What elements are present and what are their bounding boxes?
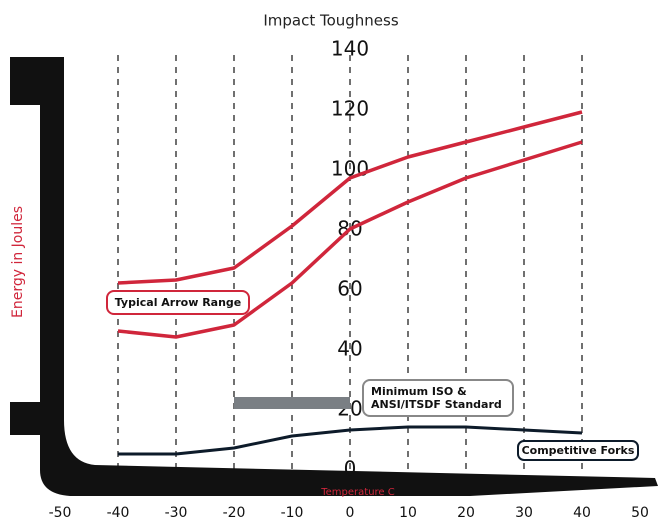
x-tick-label: -10 (281, 505, 304, 521)
chart-title: Impact Toughness (263, 12, 399, 30)
y-tick-label: 140 (331, 37, 369, 61)
forks-label: Competitive Forks (522, 444, 635, 457)
series-line (118, 425, 583, 456)
y-tick-label: 120 (331, 97, 369, 121)
standard-label: Minimum ISO & (371, 385, 467, 398)
series-line (117, 140, 583, 339)
x-tick-label: -40 (107, 505, 130, 521)
x-tick-label: 30 (515, 505, 533, 521)
series-line (117, 110, 583, 285)
standard-label: ANSI/ITSDF Standard (371, 398, 502, 411)
x-tick-label: 40 (573, 505, 591, 521)
forks-label-box (517, 440, 639, 461)
x-tick-label: -20 (223, 505, 246, 521)
range-label-box (106, 290, 250, 315)
range-label: Typical Arrow Range (115, 296, 242, 309)
y-tick-label: 0 (344, 457, 357, 481)
standard-bar (234, 397, 350, 409)
x-axis-label: Temperature C (320, 487, 395, 498)
x-tick-label: 50 (631, 505, 649, 521)
x-tick-label: -30 (165, 505, 188, 521)
y-tick-label: 60 (337, 277, 362, 301)
y-axis-label: Energy in Joules (10, 206, 26, 318)
x-tick-label: 0 (346, 505, 355, 521)
y-tick-label: 40 (337, 337, 362, 361)
x-tick-label: 10 (399, 505, 417, 521)
standard-box (362, 379, 514, 417)
x-tick-label: 20 (457, 505, 475, 521)
x-tick-label: -50 (49, 505, 72, 521)
